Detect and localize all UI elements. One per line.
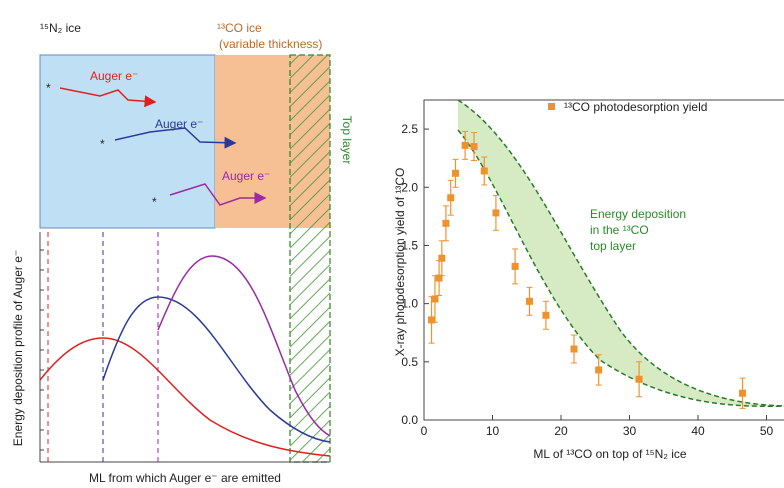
- left-x-label: ML from which Auger e⁻ are emitted: [89, 471, 281, 485]
- point: [542, 311, 550, 319]
- point: [525, 297, 533, 305]
- x-axis-label: ML of ¹³CO on top of ¹⁵N₂ ice: [533, 447, 687, 461]
- profile-curve: [102, 296, 331, 443]
- y-tick-label: 0.0: [401, 413, 418, 427]
- point: [461, 141, 469, 149]
- annotation: top layer: [590, 239, 636, 253]
- point: [470, 143, 478, 151]
- x-tick-label: 10: [486, 424, 500, 438]
- point: [480, 167, 488, 175]
- co-label: ¹³CO ice: [217, 21, 262, 35]
- emitter: *: [100, 137, 105, 151]
- auger-label: Auger e⁻: [222, 169, 270, 183]
- point: [447, 194, 455, 202]
- auger-arrow: [169, 183, 267, 206]
- y-tick-label: 2.5: [401, 122, 418, 136]
- point: [452, 169, 460, 177]
- point: [431, 295, 439, 303]
- legend-label: ¹³CO photodesorption yield: [564, 100, 707, 114]
- point: [635, 375, 643, 383]
- left-y-label: Energy deposition profile of Auger e⁻: [11, 250, 25, 446]
- y-tick-label: 1.0: [401, 297, 418, 311]
- y-axis-label: X-ray photodesorption yield of ¹³CO: [393, 168, 407, 357]
- annotation: in the ¹³CO: [590, 223, 649, 237]
- n2-label: ¹⁵N₂ ice: [40, 21, 81, 35]
- point: [492, 209, 500, 217]
- band-edge: [457, 129, 784, 408]
- y-tick-label: 2.0: [401, 180, 418, 194]
- point: [442, 219, 450, 227]
- point: [428, 316, 436, 324]
- point: [570, 345, 578, 353]
- point: [438, 254, 446, 262]
- co-note: (variable thickness): [219, 37, 322, 51]
- profile-curve: [157, 255, 331, 437]
- n2-region: [39, 54, 216, 229]
- model-band: [458, 100, 784, 407]
- auger-arrow: [114, 127, 237, 149]
- band-edge: [457, 99, 784, 407]
- y-tick-label: 1.5: [401, 238, 418, 252]
- plot-frame: [423, 99, 784, 421]
- y-tick-label: 0.5: [401, 355, 418, 369]
- emitter: *: [152, 195, 157, 209]
- top-layer: [289, 54, 331, 463]
- axis-ticks: [40, 249, 44, 451]
- plot: 01020304050600.00.51.01.52.02.5ML of ¹³C…: [393, 99, 784, 461]
- auger-label: Auger e⁻: [90, 69, 138, 83]
- x-tick-label: 20: [554, 424, 568, 438]
- point: [595, 366, 603, 374]
- x-tick-label: 0: [421, 424, 428, 438]
- x-tick-label: 40: [691, 424, 705, 438]
- annotation: Energy deposition: [590, 207, 686, 221]
- auger-arrow: [59, 87, 157, 108]
- auger-label: Auger e⁻: [155, 117, 203, 131]
- point: [435, 274, 443, 282]
- point: [511, 262, 519, 270]
- x-tick-label: 50: [760, 424, 774, 438]
- x-tick-label: 30: [623, 424, 637, 438]
- profile-curve: [39, 337, 331, 457]
- point: [739, 389, 747, 397]
- legend-marker: [548, 103, 555, 110]
- top-layer-label: Top layer: [340, 116, 354, 165]
- emitter: *: [46, 81, 51, 95]
